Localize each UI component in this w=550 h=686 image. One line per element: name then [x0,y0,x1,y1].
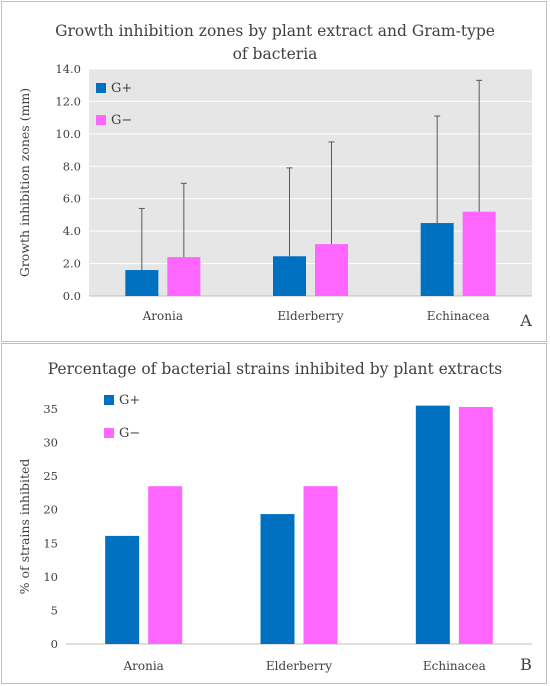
y-axis-label: % of strains inhibited [17,459,32,595]
legend-label: G+ [119,393,140,408]
chart-panel-b: Percentage of bacterial strains inhibite… [1,343,547,684]
bar-gminus-aronia [167,257,201,296]
y-tick-label: 15 [43,536,58,550]
x-tick-label: Echinacea [427,309,490,323]
x-tick-label: Echinacea [423,659,486,673]
x-tick-label: Aronia [122,659,163,673]
y-tick-label: 10.0 [55,127,81,141]
panel-label: B [520,655,532,674]
bar-gminus-echinacea [458,406,493,644]
plot-area [89,69,532,296]
x-tick-label: Elderberry [266,659,332,673]
legend-swatch [104,428,114,438]
bar-gminus-aronia [148,486,183,644]
y-tick-label: 25 [43,469,58,483]
y-tick-label: 8.0 [63,159,81,173]
y-tick-label: 6.0 [63,192,81,206]
bar-gplus-echinacea [415,405,450,644]
bar-gminus-elderberry [303,486,338,644]
bar-gplus-aronia [105,535,140,644]
legend-label: G− [111,113,132,128]
y-tick-label: 2.0 [63,257,81,271]
chart-title: Growth inhibition zones by plant extract… [55,22,495,40]
bar-gplus-echinacea [420,223,454,296]
chart-panel-a: Growth inhibition zones by plant extract… [1,1,547,342]
y-tick-label: 10 [43,570,58,584]
legend-swatch [96,115,106,125]
bar-gplus-aronia [125,270,159,296]
y-tick-label: 14.0 [55,62,81,76]
panel-label: A [519,311,532,330]
x-tick-label: Aronia [142,309,183,323]
y-tick-label: 5 [51,603,58,617]
y-tick-label: 35 [43,402,58,416]
legend-swatch [104,395,114,405]
y-tick-label: 0 [51,637,58,651]
y-tick-label: 12.0 [55,94,81,108]
y-axis-label: Growth inhibition zones (mm) [17,88,32,277]
y-tick-label: 30 [43,436,58,450]
bar-gminus-echinacea [462,211,496,296]
x-tick-label: Elderberry [277,309,343,323]
chart-title: Percentage of bacterial strains inhibite… [48,360,503,378]
chart-a-svg: Growth inhibition zones by plant extract… [17,22,532,330]
legend-label: G+ [111,81,132,96]
chart-b-svg: Percentage of bacterial strains inhibite… [17,360,532,674]
y-tick-label: 0.0 [63,289,81,303]
bar-gplus-elderberry [260,514,295,644]
bar-gminus-elderberry [315,244,348,296]
legend-label: G− [119,426,140,441]
chart-title: of bacteria [233,45,318,63]
y-tick-label: 20 [43,503,58,517]
y-tick-label: 4.0 [63,224,81,238]
bar-gplus-elderberry [273,256,306,296]
legend-swatch [96,83,106,93]
